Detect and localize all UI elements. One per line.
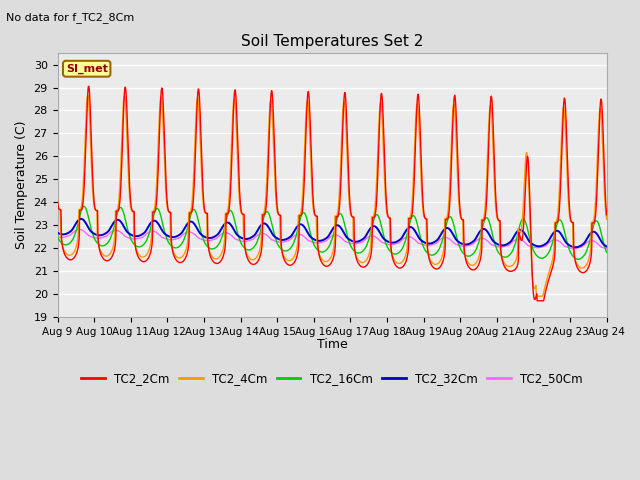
Y-axis label: Soil Temperature (C): Soil Temperature (C) [15, 121, 28, 249]
Legend: TC2_2Cm, TC2_4Cm, TC2_16Cm, TC2_32Cm, TC2_50Cm: TC2_2Cm, TC2_4Cm, TC2_16Cm, TC2_32Cm, TC… [76, 368, 588, 390]
Title: Soil Temperatures Set 2: Soil Temperatures Set 2 [241, 34, 423, 49]
Text: SI_met: SI_met [66, 64, 108, 74]
X-axis label: Time: Time [317, 338, 348, 351]
Text: No data for f_TC2_8Cm: No data for f_TC2_8Cm [6, 12, 134, 23]
